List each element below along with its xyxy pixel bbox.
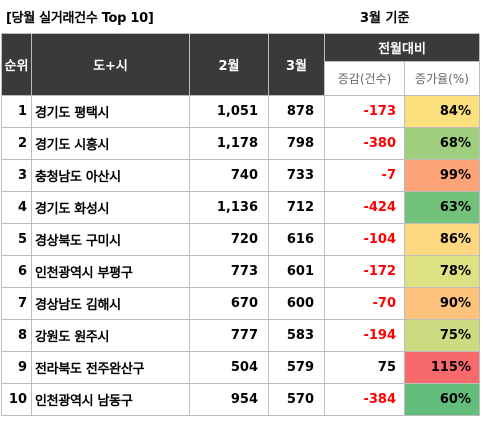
table-body: 1 경기도 평택시 1,051 878 -173 84% 2 경기도 시흥시 1,178 798-… (1, 95, 480, 416)
change-cell: -172 (324, 255, 405, 288)
region-cell: 인천광역시 남동구 (31, 383, 190, 416)
region-cell: 강원도 원주시 (31, 319, 190, 352)
table-row: 3 충청남도 아산시 740 733 -7 99% (1, 159, 480, 192)
feb-count-cell: 740 (189, 159, 269, 192)
change-cell: 75 (324, 351, 405, 384)
rate-cell: 78% (404, 255, 480, 288)
feb-count-cell: 720 (189, 223, 269, 256)
header-rank: 순위 (1, 33, 32, 96)
table-row: 10 인천광역시 남동구 954 570 -384 60% (1, 383, 480, 416)
feb-count-cell: 1,051 (189, 95, 269, 128)
mar-count-cell: 616 (268, 223, 325, 256)
top10-table: 순위 도+시 2월 3월 전월대비 증감(건수) 증가율(%) 1 경기도 평택시… (1, 33, 480, 416)
table-row: 8 강원도 원주시 777 583 -194 75% (1, 319, 480, 352)
header-rate: 증가율(%) (404, 61, 480, 96)
table-row: 6 인천광역시 부평구 773 601 -172 78% (1, 255, 480, 288)
rate-cell: 75% (404, 319, 480, 352)
feb-count-cell: 1,178 (189, 127, 269, 160)
rank-cell: 1 (1, 95, 32, 128)
feb-count-cell: 504 (189, 351, 269, 384)
header-region: 도+시 (31, 33, 190, 96)
rank-cell: 9 (1, 351, 32, 384)
rate-cell: 63% (404, 191, 480, 224)
rate-cell: 60% (404, 383, 480, 416)
rate-cell: 90% (404, 287, 480, 320)
feb-count-cell: 1,136 (189, 191, 269, 224)
feb-count-cell: 670 (189, 287, 269, 320)
mar-count-cell: 583 (268, 319, 325, 352)
header-mar: 3월 (268, 33, 325, 96)
rank-cell: 3 (1, 159, 32, 192)
rank-cell: 2 (1, 127, 32, 160)
feb-count-cell: 777 (189, 319, 269, 352)
mar-count-cell: 579 (268, 351, 325, 384)
feb-count-cell: 773 (189, 255, 269, 288)
region-cell: 경상남도 김해시 (31, 287, 190, 320)
region-cell: 경기도 화성시 (31, 191, 190, 224)
rate-cell: 86% (404, 223, 480, 256)
change-cell: -424 (324, 191, 405, 224)
mar-count-cell: 601 (268, 255, 325, 288)
table-title: [당월 실거래건수 Top 10] (6, 11, 154, 26)
region-cell: 충청남도 아산시 (31, 159, 190, 192)
mar-count-cell: 712 (268, 191, 325, 224)
region-cell: 경기도 평택시 (31, 95, 190, 128)
rate-cell: 68% (404, 127, 480, 160)
rate-cell: 115% (404, 351, 480, 384)
change-cell: -70 (324, 287, 405, 320)
feb-count-cell: 954 (189, 383, 269, 416)
rate-cell: 84% (404, 95, 480, 128)
rank-cell: 6 (1, 255, 32, 288)
mar-count-cell: 878 (268, 95, 325, 128)
change-cell: -104 (324, 223, 405, 256)
mar-count-cell: 570 (268, 383, 325, 416)
rank-cell: 8 (1, 319, 32, 352)
table-row: 9 전라북도 전주완산구 504 579 75 115% (1, 351, 480, 384)
region-cell: 인천광역시 부평구 (31, 255, 190, 288)
mar-count-cell: 733 (268, 159, 325, 192)
basis-label: 3월 기준 (360, 11, 410, 26)
table-row: 7 경상남도 김해시 670 600 -70 90% (1, 287, 480, 320)
header-change: 증감(건수) (324, 61, 405, 96)
change-cell: -194 (324, 319, 405, 352)
rank-cell: 5 (1, 223, 32, 256)
region-cell: 경상북도 구미시 (31, 223, 190, 256)
rank-cell: 10 (1, 383, 32, 416)
region-cell: 전라북도 전주완산구 (31, 351, 190, 384)
title-row: [당월 실거래건수 Top 10] 3월 기준 (0, 0, 483, 32)
region-cell: 경기도 시흥시 (31, 127, 190, 160)
change-cell: -7 (324, 159, 405, 192)
table-row: 4 경기도 화성시 1,136 712 -424 63% (1, 191, 480, 224)
table-row: 1 경기도 평택시 1,051 878 -173 84% (1, 95, 480, 128)
change-cell: -380 (324, 127, 405, 160)
mar-count-cell: 600 (268, 287, 325, 320)
table-row: 2 경기도 시흥시 1,178 798 -380 68% (1, 127, 480, 160)
change-cell: -384 (324, 383, 405, 416)
table-row: 5 경상북도 구미시 720 616 -104 86% (1, 223, 480, 256)
rank-cell: 7 (1, 287, 32, 320)
header-feb: 2월 (189, 33, 269, 96)
header-mom: 전월대비 (324, 33, 480, 62)
rank-cell: 4 (1, 191, 32, 224)
mar-count-cell: 798 (268, 127, 325, 160)
rate-cell: 99% (404, 159, 480, 192)
change-cell: -173 (324, 95, 405, 128)
